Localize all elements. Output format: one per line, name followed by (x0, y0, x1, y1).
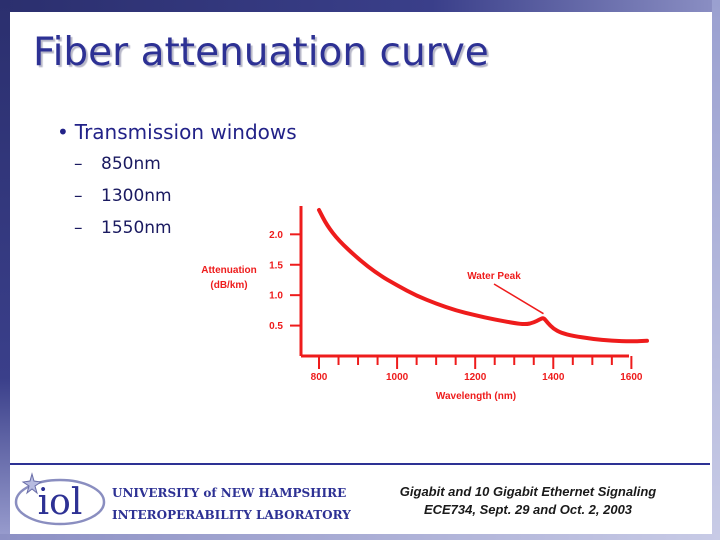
top-frame-bar (0, 0, 720, 12)
x-tick-label: 1200 (464, 372, 487, 383)
y-tick-label: 1.0 (269, 291, 283, 302)
x-tick-label: 1400 (542, 372, 565, 383)
attenuation-curve (317, 208, 649, 344)
iol-logo-graphic: iol (14, 472, 106, 526)
bullet-main: • Transmission windows (57, 120, 297, 144)
y-axis-label: Attenuation (201, 265, 257, 276)
y-axis-label: (dB/km) (210, 280, 247, 291)
event-line-2: ECE734, Sept. 29 and Oct. 2, 2003 (423, 502, 633, 517)
event-line-1: Gigabit and 10 Gigabit Ethernet Signalin… (399, 484, 657, 499)
sub-item-850: –850nm (74, 154, 297, 186)
bottom-frame-bar (0, 534, 720, 540)
logo-text: iol (38, 482, 83, 523)
left-frame-bar (0, 0, 10, 540)
water-peak-pointer (493, 283, 544, 315)
dash-icon: – (74, 154, 83, 174)
star-icon (21, 472, 43, 495)
org-name: UNIVERSITY of NEW HAMPSHIRE INTEROPERABI… (112, 482, 351, 526)
y-tick-label: 0.5 (269, 321, 283, 332)
right-frame-bar (712, 0, 720, 540)
dash-icon: – (74, 186, 83, 206)
x-axis-label: Wavelength (nm) (436, 391, 516, 402)
sub-item-text: 1550nm (101, 218, 172, 238)
slide-title: Fiber attenuation curve (33, 30, 489, 75)
bullet-dot-icon: • (57, 120, 69, 144)
bullet-main-text: Transmission windows (74, 120, 297, 144)
event-info: Gigabit and 10 Gigabit Ethernet Signalin… (358, 483, 698, 519)
org-line-2: INTEROPERABILITY LABORATORY (112, 508, 351, 522)
footer-divider (10, 463, 710, 465)
sub-item-text: 850nm (101, 154, 161, 174)
sub-item-1300: –1300nm (74, 186, 297, 218)
org-line-1: UNIVERSITY of NEW HAMPSHIRE (112, 486, 347, 500)
x-tick-label: 800 (311, 372, 328, 383)
sub-item-1550: –1550nm (74, 218, 297, 250)
sub-item-text: 1300nm (101, 186, 172, 206)
water-peak-annotation: Water Peak (467, 271, 521, 282)
y-tick-label: 1.5 (269, 260, 283, 271)
x-tick-label: 1600 (620, 372, 643, 383)
y-tick-label: 2.0 (269, 230, 283, 241)
dash-icon: – (74, 218, 83, 238)
iol-logo: iol (12, 468, 112, 528)
x-tick-label: 1000 (386, 372, 409, 383)
bullet-list: • Transmission windows –850nm –1300nm –15… (57, 120, 297, 250)
